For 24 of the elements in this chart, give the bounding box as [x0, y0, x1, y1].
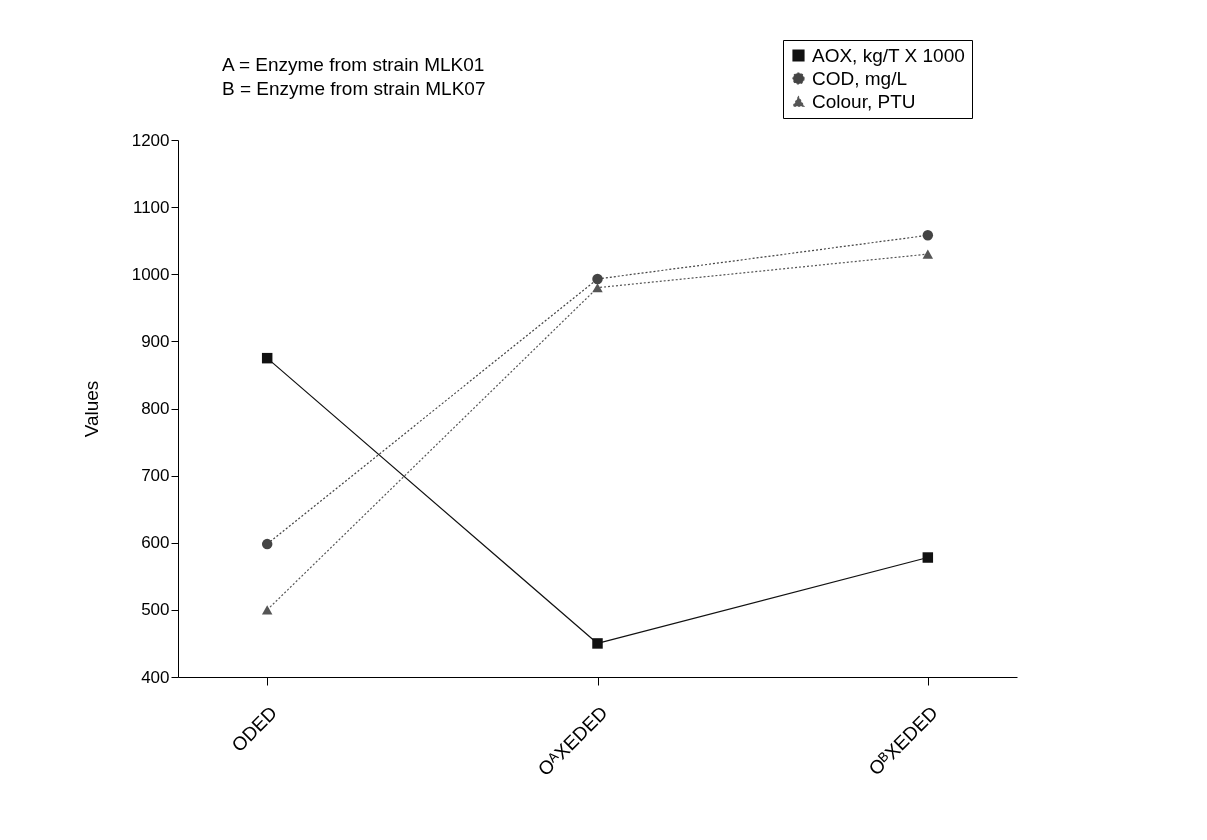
legend-label: COD, mg/L [812, 67, 908, 89]
point [592, 273, 603, 285]
point [592, 638, 603, 649]
point [922, 230, 934, 241]
y-tick-label: 800 [141, 399, 170, 418]
point [922, 249, 934, 259]
legend-label: AOX, kg/T X 1000 [812, 44, 965, 66]
y-tick-label: 1100 [132, 197, 170, 217]
y-tick-label: 700 [141, 466, 170, 486]
point [592, 283, 603, 293]
point [922, 552, 934, 563]
y-tick-label: 400 [141, 667, 170, 687]
point [261, 538, 273, 550]
point [261, 352, 273, 364]
legend-label: Colour, PTU [812, 90, 916, 112]
y-tick-label: 1000 [131, 264, 170, 284]
text: B = Enzyme from strain MLK07 [222, 78, 486, 99]
y-tick-label: 1200 [131, 130, 170, 150]
point [261, 605, 273, 615]
y-tick-label: 600 [141, 533, 170, 553]
y-tick-label: 900 [141, 331, 170, 351]
y-tick-label: 500 [141, 600, 170, 620]
text: A = Enzyme from strain MLK01 [222, 54, 485, 75]
y-axis-title: Values [80, 380, 102, 438]
